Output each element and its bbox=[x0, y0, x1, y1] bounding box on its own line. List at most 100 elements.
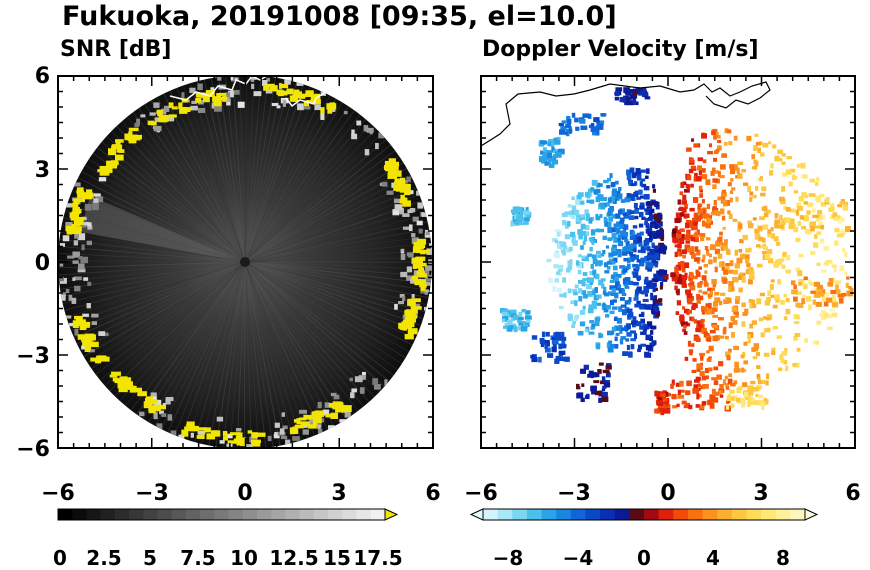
snr-radial-ray bbox=[70, 261, 246, 332]
doppler-velocity-cell bbox=[589, 320, 595, 324]
doppler-echo-cell bbox=[810, 226, 815, 232]
doppler-velocity-cell bbox=[783, 316, 788, 321]
doppler-velocity-cell bbox=[616, 221, 620, 227]
doppler-velocity-cell bbox=[785, 308, 791, 315]
doppler-velocity-cell bbox=[647, 231, 653, 236]
doppler-velocity-cell bbox=[772, 144, 777, 149]
doppler-velocity-cell bbox=[616, 327, 623, 331]
doppler-velocity-cell bbox=[752, 303, 757, 308]
doppler-velocity-cell bbox=[689, 250, 695, 255]
doppler-velocity-cell bbox=[685, 183, 689, 189]
doppler-velocity-cell bbox=[831, 264, 837, 268]
doppler-velocity-cell bbox=[617, 284, 622, 289]
snr-high-echo-cell bbox=[227, 440, 237, 444]
doppler-velocity-cell bbox=[646, 246, 651, 252]
doppler-velocity-cell bbox=[676, 214, 682, 221]
snr-echo-cell bbox=[408, 224, 413, 232]
doppler-velocity-cell bbox=[730, 178, 734, 182]
doppler-velocity-cell bbox=[753, 159, 757, 164]
doppler-velocity-cell bbox=[571, 234, 576, 241]
doppler-velocity-cell bbox=[711, 307, 718, 312]
doppler-echo-cell bbox=[747, 403, 751, 408]
snr-radial-ray bbox=[101, 141, 246, 263]
doppler-velocity-cell bbox=[595, 273, 600, 280]
doppler-velocity-cell bbox=[743, 341, 748, 346]
doppler-velocity-cell bbox=[602, 235, 608, 240]
doppler-velocity-cell bbox=[688, 234, 694, 239]
snr-high-echo-cell bbox=[99, 165, 107, 172]
snr-radial-ray bbox=[244, 76, 262, 263]
doppler-velocity-cell bbox=[638, 223, 644, 228]
doppler-velocity-cell bbox=[566, 267, 571, 273]
doppler-echo-cell bbox=[587, 373, 594, 378]
doppler-velocity-cell bbox=[756, 263, 763, 268]
doppler-velocity-cell bbox=[585, 191, 591, 195]
doppler-velocity-cell bbox=[688, 157, 693, 163]
doppler-velocity-cell bbox=[636, 286, 642, 293]
doppler-velocity-cell bbox=[712, 324, 718, 329]
snr-echo-cell bbox=[410, 277, 415, 284]
doppler-velocity-cell bbox=[617, 240, 624, 247]
doppler-velocity-cell bbox=[794, 362, 800, 368]
doppler-velocity-cell bbox=[738, 274, 743, 280]
doppler-velocity-cell bbox=[674, 238, 679, 244]
doppler-velocity-cell bbox=[701, 174, 708, 180]
snr-high-echo-cell bbox=[414, 278, 422, 285]
doppler-velocity-cell bbox=[704, 213, 710, 220]
doppler-velocity-cell bbox=[649, 248, 655, 255]
snr-radial-ray bbox=[136, 261, 246, 415]
doppler-echo-cell bbox=[597, 123, 604, 130]
doppler-velocity-cell bbox=[635, 254, 640, 260]
doppler-velocity-cell bbox=[834, 240, 839, 246]
doppler-velocity-cell bbox=[612, 244, 617, 250]
doppler-velocity-cell bbox=[731, 306, 738, 313]
doppler-velocity-cell bbox=[694, 172, 698, 177]
snr-radial-ray bbox=[244, 261, 424, 319]
doppler-velocity-cell bbox=[651, 311, 656, 315]
snr-echo-cell bbox=[213, 105, 222, 112]
snr-radial-ray bbox=[58, 245, 246, 263]
doppler-velocity-cell bbox=[579, 214, 585, 218]
doppler-velocity-cell bbox=[771, 233, 776, 240]
doppler-velocity-cell bbox=[723, 299, 729, 305]
doppler-velocity-cell bbox=[757, 377, 761, 382]
doppler-velocity-cell bbox=[650, 326, 656, 330]
snr-radial-ray bbox=[244, 261, 428, 306]
snr-radial-ray bbox=[244, 261, 419, 333]
doppler-velocity-cell bbox=[746, 263, 751, 267]
doppler-velocity-cell bbox=[651, 242, 655, 249]
snr-echo-cell bbox=[62, 235, 70, 242]
snr-radial-ray bbox=[167, 261, 246, 433]
doppler-velocity-cell bbox=[582, 305, 586, 310]
doppler-velocity-cell bbox=[735, 298, 740, 305]
doppler-velocity-cell bbox=[767, 257, 774, 264]
doppler-velocity-cell bbox=[765, 209, 771, 214]
doppler-echo-cell bbox=[574, 117, 579, 123]
snr-echo-cell bbox=[87, 281, 92, 286]
doppler-velocity-cell bbox=[769, 283, 774, 290]
doppler-velocity-cell bbox=[586, 283, 592, 290]
snr-echo-cell bbox=[60, 292, 67, 296]
doppler-echo-cell bbox=[699, 404, 705, 410]
doppler-echo-cell bbox=[510, 221, 514, 227]
snr-echo-cell bbox=[378, 132, 385, 139]
doppler-velocity-cell bbox=[721, 266, 726, 271]
doppler-velocity-cell bbox=[701, 375, 707, 381]
doppler-echo-cell bbox=[507, 313, 514, 318]
doppler-velocity-cell bbox=[588, 331, 595, 335]
doppler-velocity-cell bbox=[790, 218, 795, 225]
doppler-echo-cell bbox=[732, 395, 738, 401]
doppler-echo-cell bbox=[845, 226, 851, 232]
doppler-velocity-cell bbox=[760, 192, 766, 197]
doppler-echo-cell bbox=[545, 331, 550, 337]
doppler-velocity-cell bbox=[684, 289, 691, 294]
snr-colorbar-swatch bbox=[143, 509, 159, 520]
doppler-velocity-cell bbox=[702, 222, 707, 227]
doppler-velocity-cell bbox=[779, 157, 783, 162]
snr-colorbar-swatch bbox=[86, 509, 102, 520]
doppler-colorbar-over bbox=[804, 508, 819, 521]
doppler-velocity-cell bbox=[764, 300, 770, 306]
doppler-velocity-cell bbox=[710, 244, 716, 250]
snr-echo-cell bbox=[425, 231, 431, 236]
doppler-echo-cell bbox=[814, 234, 818, 239]
